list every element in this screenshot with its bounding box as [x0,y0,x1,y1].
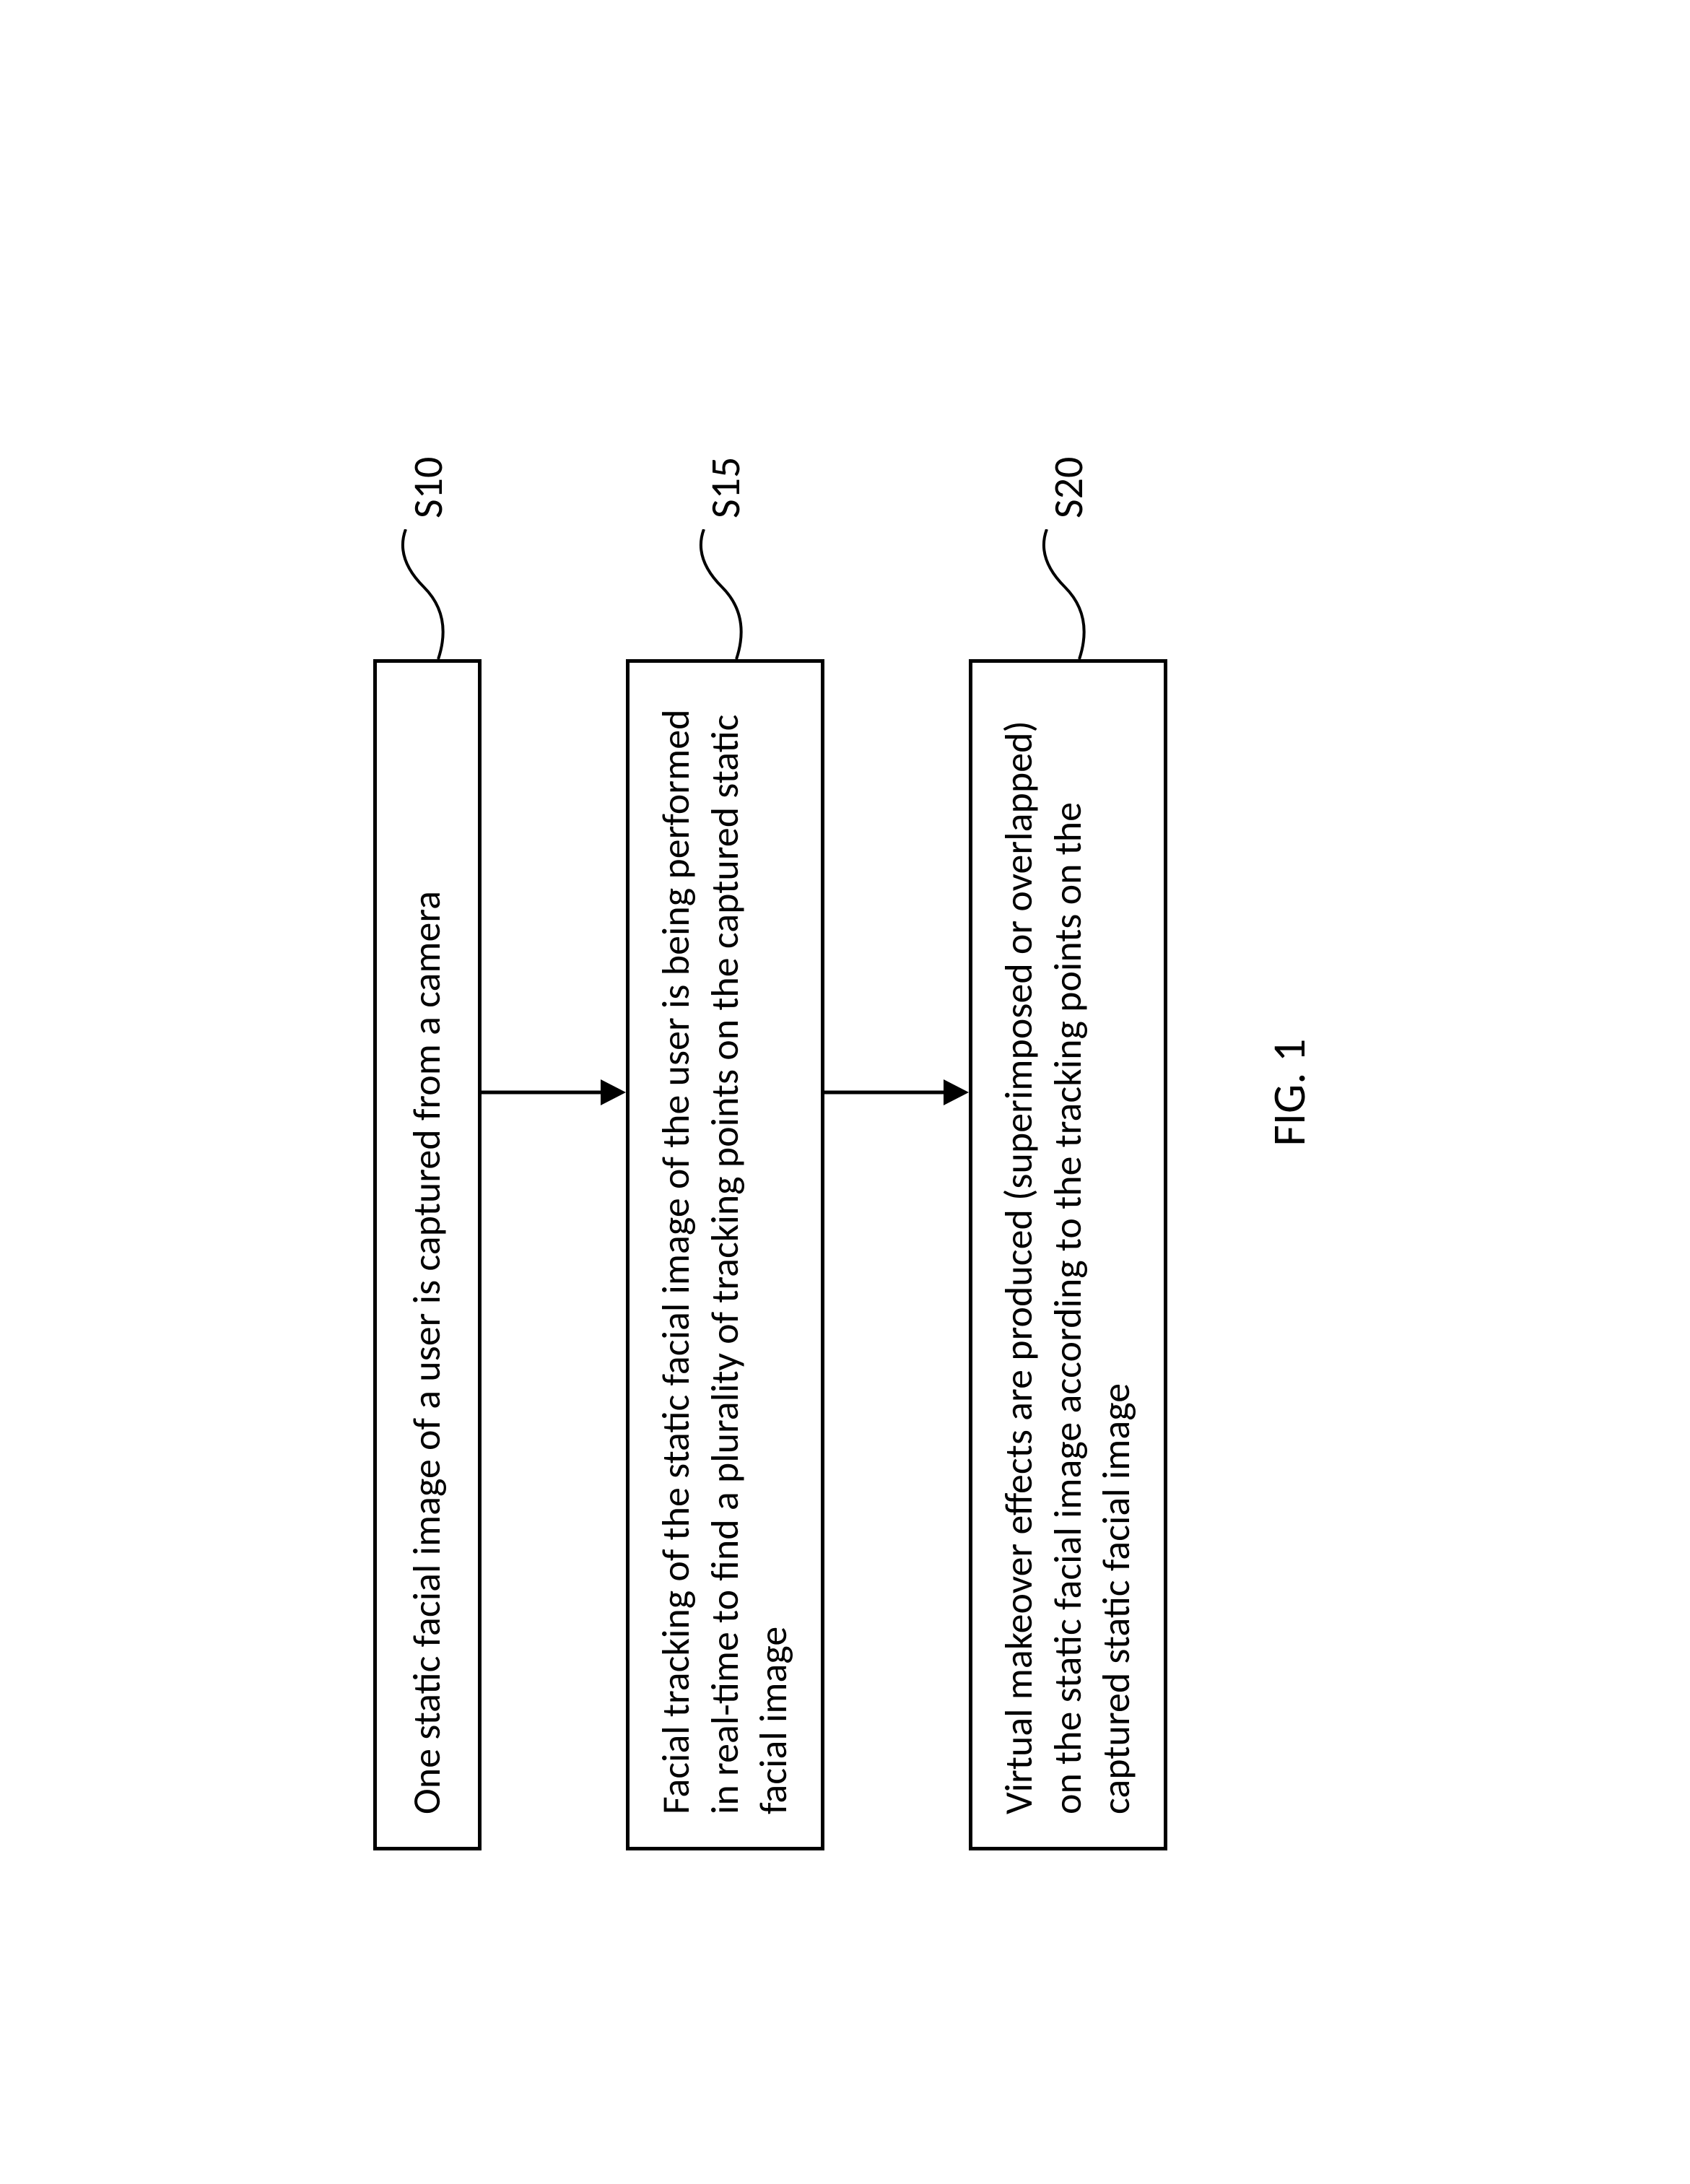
arrow-1 [482,1071,626,1114]
step-text-3: Virtual makeover effects are produced (s… [995,695,1141,1814]
step-text-1: One static facial image of a user is cap… [403,891,452,1814]
arrow-container-2 [824,497,969,1688]
connector-curve-1 [384,529,471,659]
flowchart-diagram: One static facial image of a user is cap… [373,334,1317,1850]
figure-label: FIG. 1 [1261,497,1317,1688]
step-text-2: Facial tracking of the static facial ima… [652,695,798,1814]
step-box-1: One static facial image of a user is cap… [373,659,482,1850]
label-connector-2: S15 [681,456,768,658]
connector-curve-3 [1024,529,1111,659]
step-label-3: S20 [1042,456,1094,518]
step-label-2: S15 [700,456,751,518]
step-row-1: One static facial image of a user is cap… [373,334,482,1850]
step-row-2: Facial tracking of the static facial ima… [626,334,824,1850]
label-connector-1: S10 [384,456,471,658]
step-label-1: S10 [401,456,453,518]
arrow-container-1 [482,497,626,1688]
step-box-2: Facial tracking of the static facial ima… [626,659,824,1850]
label-connector-3: S20 [1024,456,1111,658]
connector-curve-2 [681,529,768,659]
arrow-2 [824,1071,969,1114]
step-box-3: Virtual makeover effects are produced (s… [969,659,1167,1850]
step-row-3: Virtual makeover effects are produced (s… [969,334,1167,1850]
